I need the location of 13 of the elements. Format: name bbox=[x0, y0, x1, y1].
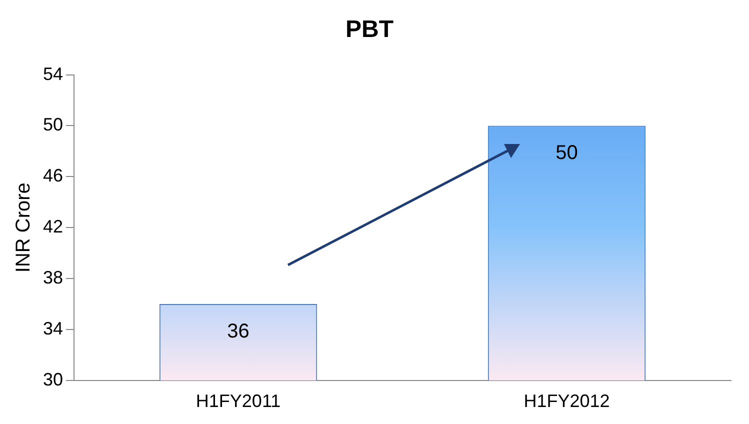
data-label: 50 bbox=[556, 142, 578, 164]
x-tick-label: H1FY2011 bbox=[196, 391, 281, 412]
chart-title: PBT bbox=[346, 16, 394, 44]
y-tick-label: 38 bbox=[42, 268, 64, 288]
y-tick-label: 42 bbox=[42, 216, 64, 237]
y-axis-title: INR Crore bbox=[12, 182, 35, 273]
x-tick-label: H1FY2012 bbox=[524, 391, 610, 412]
y-tick-label: 54 bbox=[42, 64, 64, 84]
y-tick-label: 46 bbox=[42, 166, 64, 186]
y-tick-label: 50 bbox=[42, 114, 64, 135]
data-label: 36 bbox=[227, 320, 250, 343]
y-tick-label: 30 bbox=[42, 369, 64, 390]
y-tick-label: 34 bbox=[42, 318, 64, 338]
